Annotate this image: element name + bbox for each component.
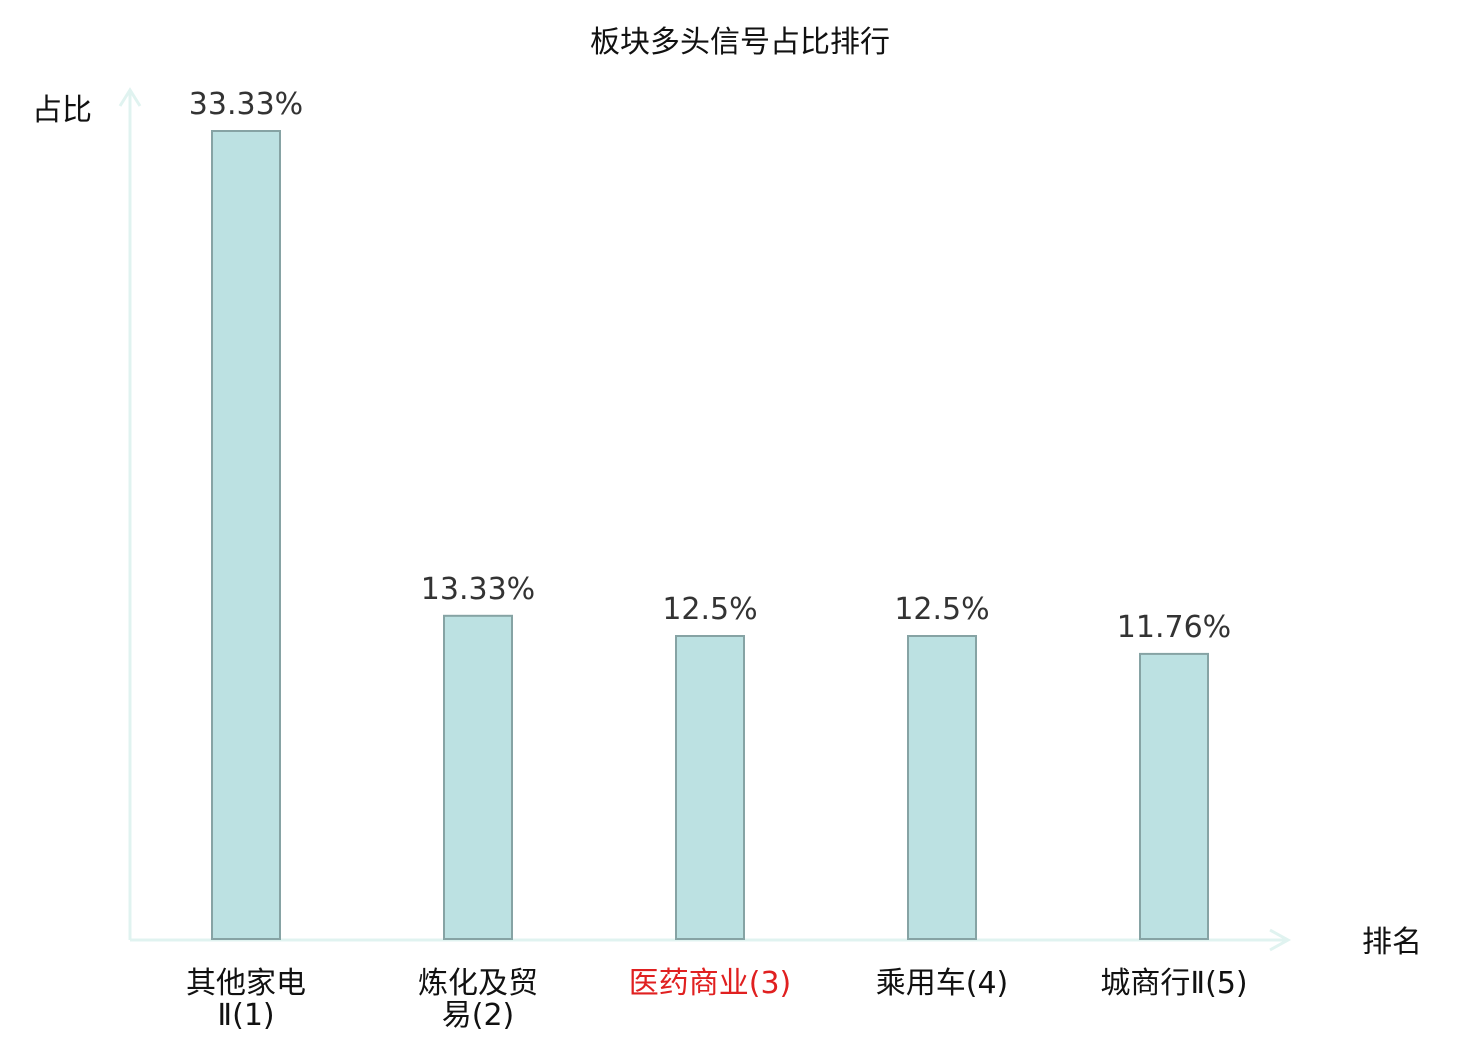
x-axis-arrow bbox=[1269, 928, 1292, 952]
bar bbox=[675, 635, 745, 940]
category-label: 医药商业(3) bbox=[629, 966, 792, 1001]
category-label-line: 城商行Ⅱ(5) bbox=[1100, 966, 1247, 1001]
bar bbox=[1139, 652, 1209, 941]
category-label-line: 易(2) bbox=[442, 998, 515, 1033]
y-axis-arrow bbox=[118, 87, 142, 107]
category-label: 城商行Ⅱ(5) bbox=[1100, 966, 1247, 1001]
category-label-line: Ⅱ(1) bbox=[217, 998, 274, 1033]
category-label-line: 乘用车(4) bbox=[876, 966, 1009, 1001]
bars bbox=[211, 130, 1209, 941]
y-axis-label: 占比 bbox=[32, 93, 92, 128]
x-axis-label: 排名 bbox=[1362, 925, 1422, 960]
chart-title: 板块多头信号占比排行 bbox=[590, 25, 890, 60]
category-label-line: 医药商业(3) bbox=[629, 966, 792, 1001]
bar bbox=[907, 635, 977, 940]
category-labels: 其他家电 Ⅱ(1) 炼化及贸易(2) 医药商业(3) 乘用车(4) 城商行Ⅱ(5) bbox=[186, 966, 1248, 1033]
category-label: 乘用车(4) bbox=[876, 966, 1009, 1001]
bar bbox=[211, 130, 281, 940]
value-labels: 33.33% 13.33% 12.5% 12.5% 11.76% bbox=[189, 87, 1231, 645]
bar bbox=[443, 614, 513, 940]
value-label: 11.76% bbox=[1117, 610, 1231, 645]
category-label: 其他家电 Ⅱ(1) bbox=[186, 966, 306, 1033]
category-label-line: 其他家电 bbox=[186, 966, 306, 1001]
value-label: 33.33% bbox=[189, 87, 303, 122]
value-label: 12.5% bbox=[894, 592, 989, 627]
value-label: 13.33% bbox=[421, 572, 535, 607]
category-label: 炼化及贸易(2) bbox=[418, 966, 538, 1033]
value-label: 12.5% bbox=[662, 592, 757, 627]
category-label-line: 炼化及贸 bbox=[418, 966, 538, 1001]
